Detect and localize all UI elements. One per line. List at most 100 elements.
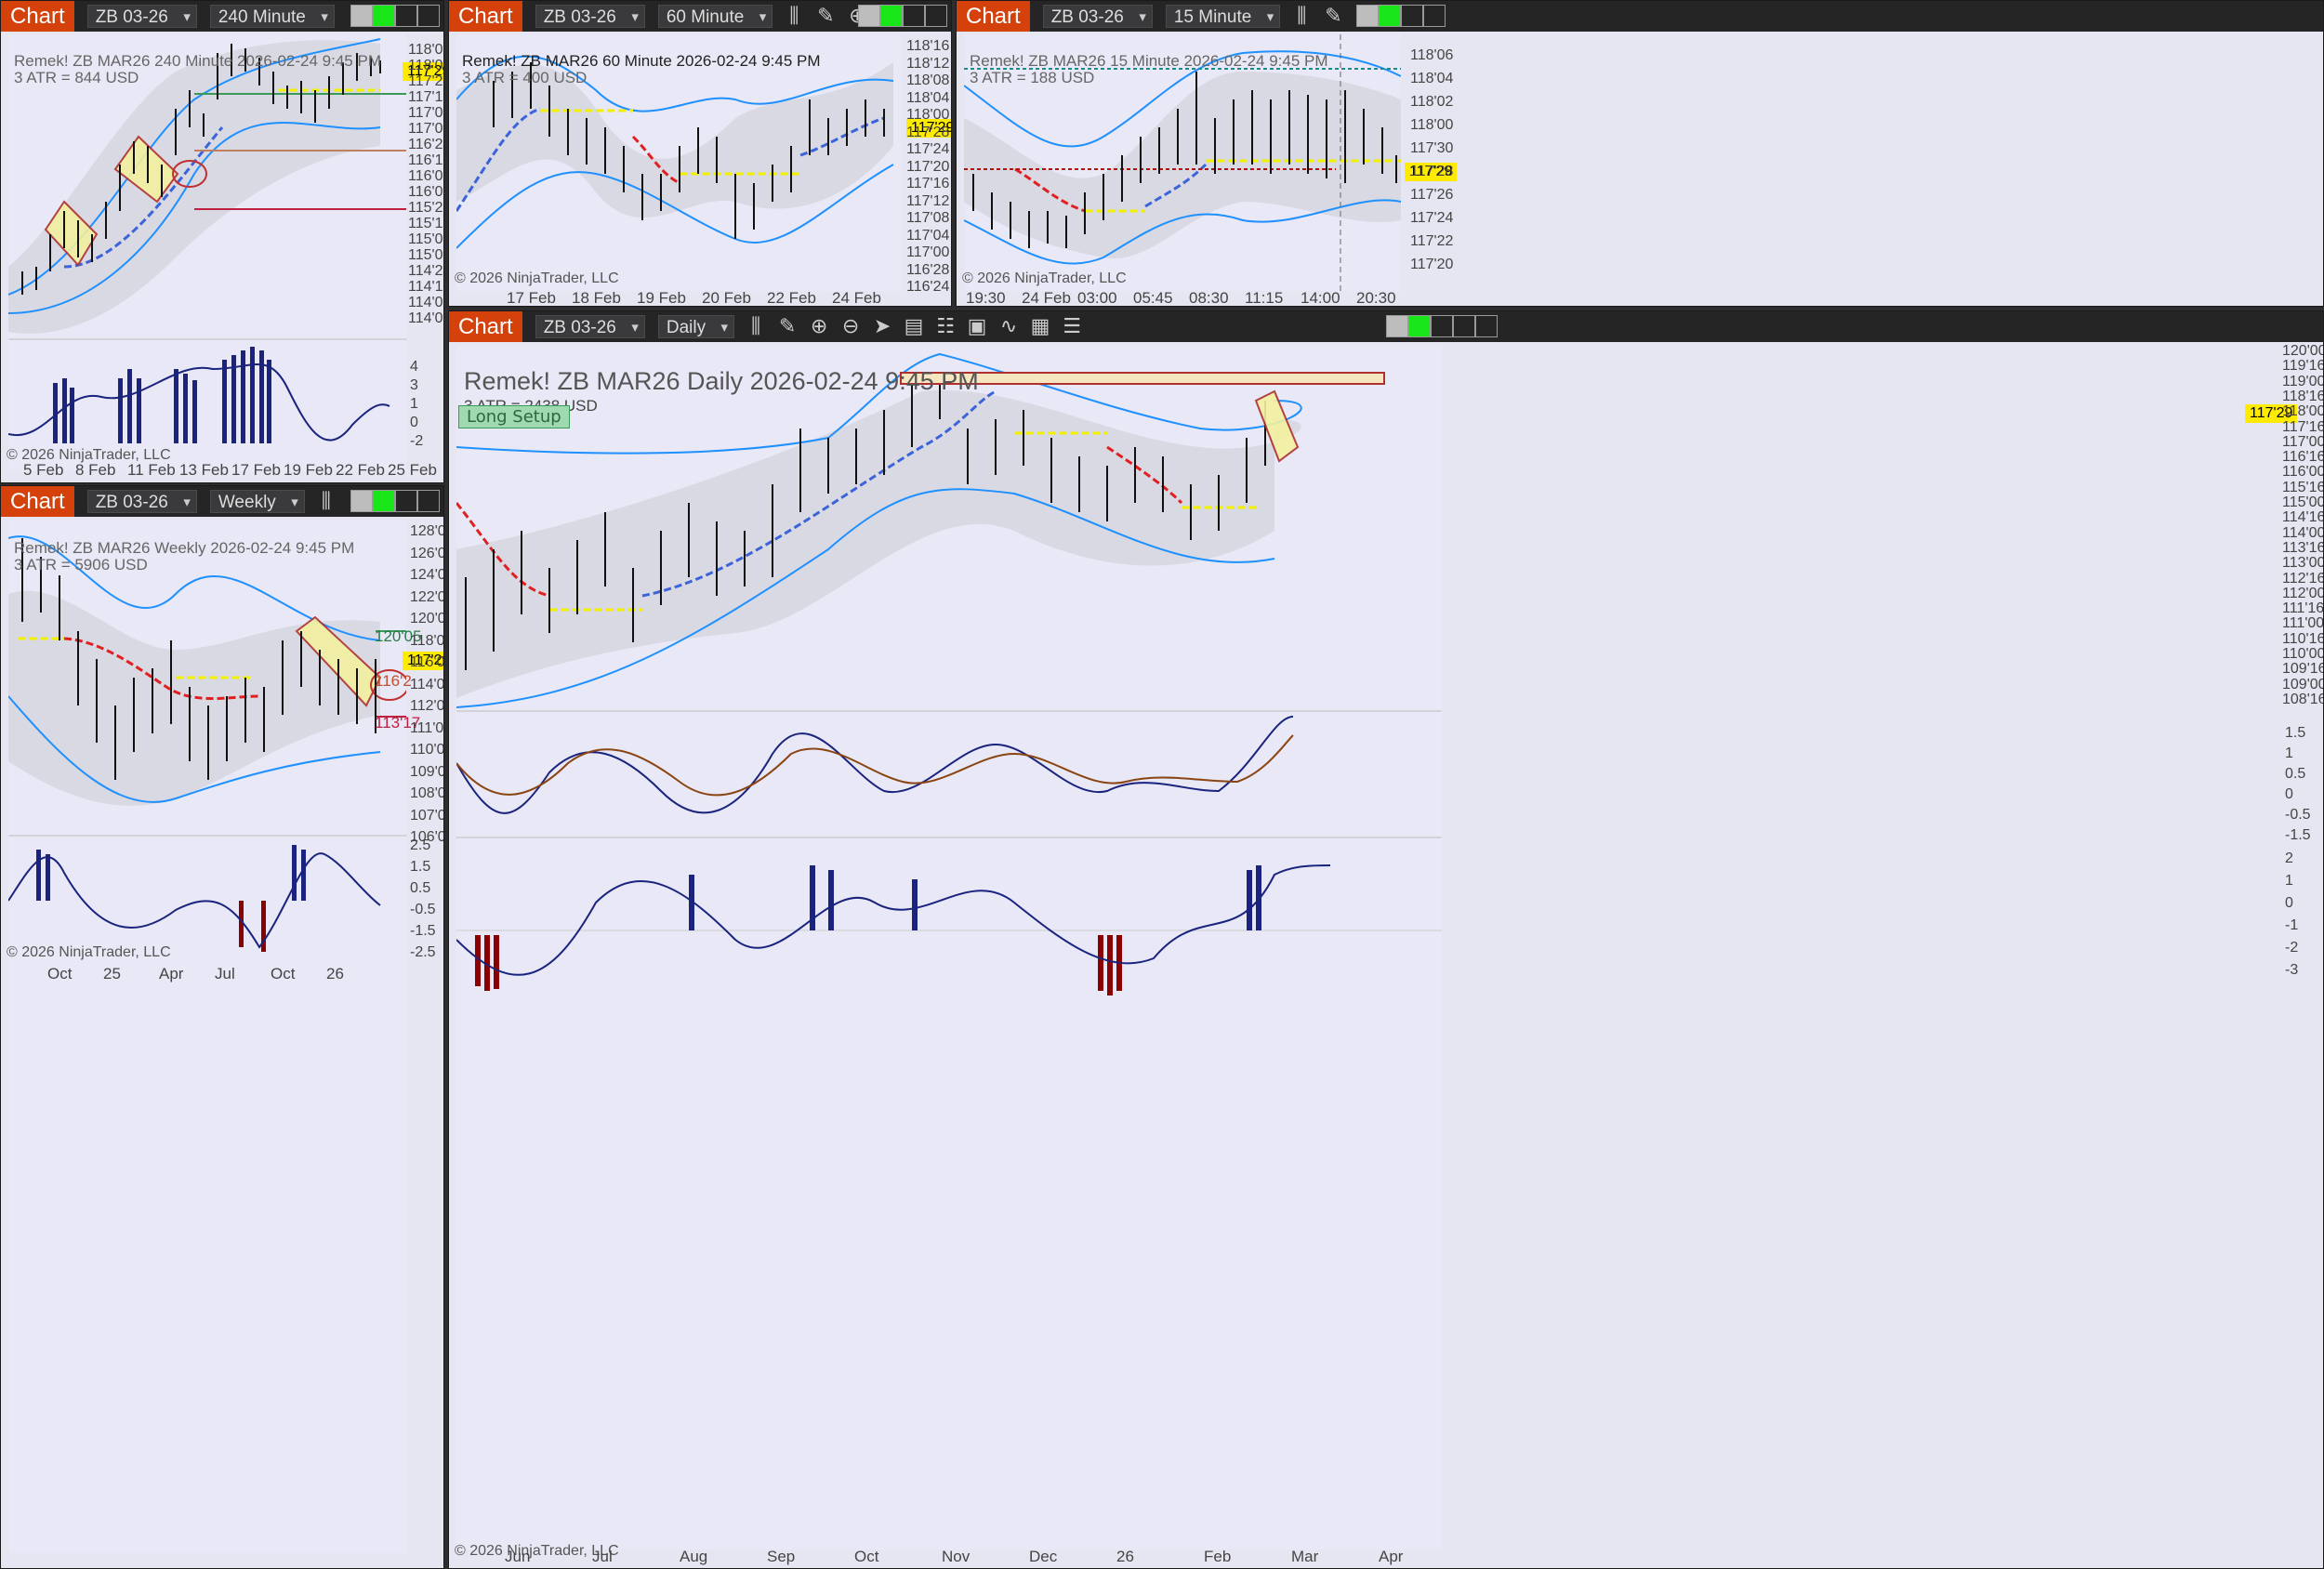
price-tick: 109'00 [410,763,443,780]
data-box-icon[interactable]: ▤ [904,315,924,338]
time-tick: 08:30 [1189,289,1229,307]
price-tick: 117'16 [408,89,443,105]
chart-title: Remek! ZB MAR26 60 Minute 2026-02-24 9:4… [462,52,821,70]
minimize-icon[interactable] [1431,315,1453,337]
instrument-select[interactable]: ZB 03-26 ▾ [1042,5,1153,28]
instrument-select[interactable]: ZB 03-26 ▾ [86,490,197,513]
bar-type-icon[interactable]: ⫼ [1297,5,1307,28]
maximize-icon[interactable] [1453,315,1475,337]
time-tick: Jul [592,1548,613,1565]
close-icon[interactable] [1423,5,1446,27]
pencil-icon[interactable]: ✎ [1325,5,1342,28]
link-color-button[interactable] [880,5,903,27]
price-tick: 118'16 [906,38,950,54]
properties-icon[interactable]: ☷ [936,315,955,338]
interval-select[interactable]: 15 Minute ▾ [1165,5,1281,28]
interval-select[interactable]: Weekly ▾ [209,490,305,513]
link-color-button[interactable] [373,490,395,512]
tile-button[interactable] [1356,5,1379,27]
tile-button[interactable] [1386,315,1408,337]
plot-area[interactable] [964,34,1401,291]
bar-type-icon[interactable]: ⫼ [751,315,761,338]
tile-button[interactable] [350,490,373,512]
minimize-icon[interactable] [395,490,417,512]
price-tick: 117'30 [1410,140,1454,156]
pointer-icon[interactable]: ➤ [873,315,891,338]
price-tick: 120'00 [2282,343,2324,359]
plot-area[interactable] [456,345,1442,1549]
price-tick: 116'00 [410,654,443,670]
time-tick: Feb [1204,1548,1232,1565]
price-tick: -1.5 [2285,827,2311,843]
time-tick: 22 Feb [767,289,816,307]
close-icon[interactable] [417,490,440,512]
close-icon[interactable] [1475,315,1498,337]
price-tick: 117'28 [1410,164,1454,179]
minimize-icon[interactable] [1401,5,1423,27]
close-icon[interactable] [417,5,440,27]
price-tag: 117'29 [403,62,443,81]
snapshot-icon[interactable]: ▣ [967,315,987,338]
pencil-icon[interactable]: ✎ [778,315,797,338]
chevron-down-icon: ▾ [631,9,639,25]
price-tick: 0 [2285,786,2293,802]
time-tick: 03:00 [1077,289,1117,307]
toolbar: Chart ZB 03-26▾ 15 Minute▾ ⫼ ✎ ⊕ ▾ [957,1,2323,32]
instrument-select[interactable]: ZB 03-26 ▾ [86,5,197,28]
indicator-icon[interactable]: ▦ [1030,315,1050,338]
chart-label[interactable]: Chart [1,1,74,32]
minimize-icon[interactable] [903,5,925,27]
plot-area[interactable] [8,34,406,471]
chart-window-60min: Chart ZB 03-26▾ 60 Minute▾ ⫼ ✎ ⊕ ▾ Remek… [448,0,952,307]
price-tick: 117'00 [906,244,950,260]
price-tick: 114'00 [2282,524,2324,541]
price-tick: 115'00 [408,247,443,263]
price-tick: 117'08 [408,105,443,121]
price-tick: 116'00 [408,184,443,200]
zoom-out-icon[interactable]: ⊖ [841,315,860,338]
tile-button[interactable] [858,5,880,27]
strategy-icon[interactable]: ∿ [999,315,1018,338]
plot-area[interactable] [456,34,901,291]
link-color-button[interactable] [373,5,395,27]
pencil-icon[interactable]: ✎ [817,5,835,28]
price-tick: 0 [410,415,418,430]
bar-type-icon[interactable]: ⫼ [321,490,331,513]
price-tick: 118'00 [906,107,950,123]
zoom-in-icon[interactable]: ⊕ [810,315,828,338]
annotation-stop: 113'17 [375,714,421,732]
price-tick: 119'00 [2282,373,2324,389]
instrument-select[interactable]: ZB 03-26 ▾ [535,315,645,338]
chart-label[interactable]: Chart [449,311,522,342]
price-tick: 114'16 [2282,509,2324,526]
time-tick: Jul [215,965,235,982]
price-tick: 117'08 [906,210,950,226]
link-color-button[interactable] [1408,315,1431,337]
time-tick: 17 Feb [231,461,281,479]
price-tick: 126'00 [410,545,443,561]
tile-button[interactable] [350,5,373,27]
chart-label[interactable]: Chart [1,486,74,517]
price-tick: 114'16 [408,279,443,295]
chart-label[interactable]: Chart [449,1,522,32]
instrument-select[interactable]: ZB 03-26 ▾ [535,5,645,28]
minimize-icon[interactable] [395,5,417,27]
time-tick: 26 [326,965,344,982]
price-tick: 114'00 [410,676,444,692]
time-tick: Aug [680,1548,708,1565]
time-tick: Jun [505,1548,531,1565]
interval-select[interactable]: 240 Minute ▾ [209,5,335,28]
chart-label[interactable]: Chart [957,1,1030,32]
price-tick: 117'24 [408,73,443,89]
plot-area[interactable] [8,520,406,1553]
annotation-target: 120'05 [375,627,422,645]
list-icon[interactable]: ☰ [1063,315,1081,338]
link-color-button[interactable] [1379,5,1401,27]
interval-select[interactable]: 60 Minute ▾ [657,5,773,28]
bar-type-icon[interactable]: ⫼ [789,5,799,28]
price-tick: 116'00 [2282,464,2324,481]
close-icon[interactable] [925,5,947,27]
price-tick: 116'16 [2282,449,2324,466]
interval-select[interactable]: Daily ▾ [657,315,735,338]
chevron-down-icon: ▾ [183,494,191,510]
